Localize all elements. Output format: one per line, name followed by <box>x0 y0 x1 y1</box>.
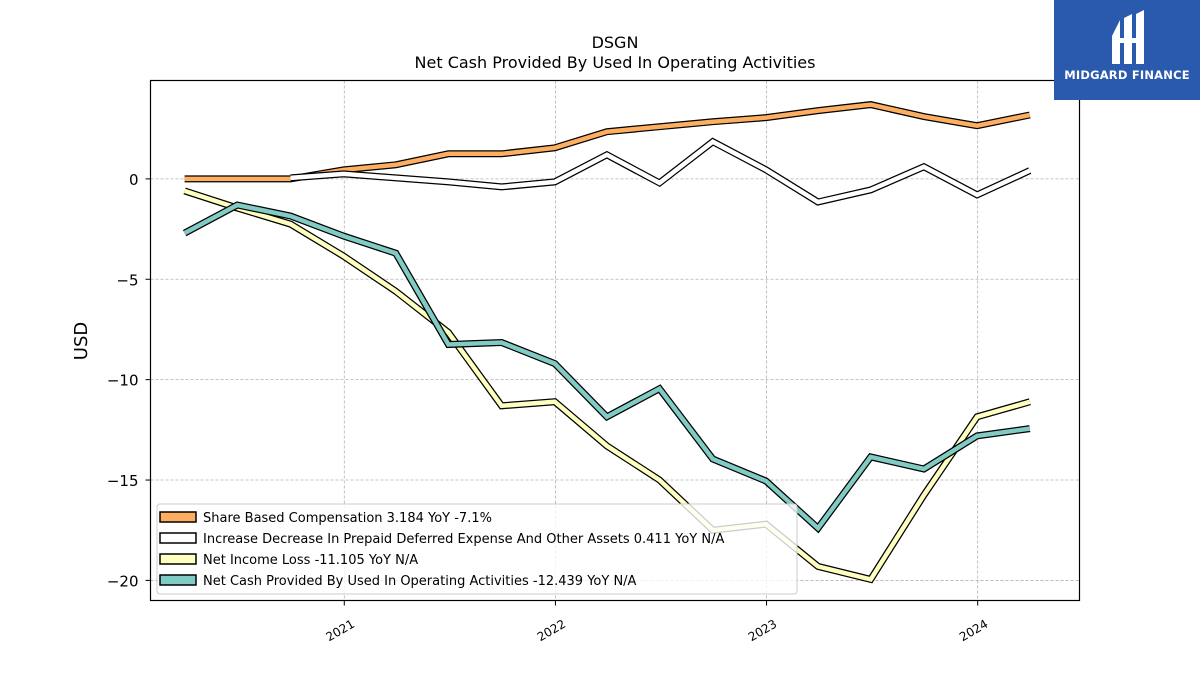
x-tick-label: 2022 <box>535 617 568 644</box>
legend-entry: Net Cash Provided By Used In Operating A… <box>203 574 637 589</box>
legend-entry: Share Based Compensation 3.184 YoY -7.1% <box>203 511 492 526</box>
y-tick-label: 0 <box>129 171 139 189</box>
chart-subtitle: Net Cash Provided By Used In Operating A… <box>415 53 816 72</box>
legend-swatch <box>159 574 197 586</box>
series-line <box>290 139 1031 205</box>
brand-logo: MIDGARD FINANCE <box>1054 0 1200 100</box>
legend-swatch <box>159 511 197 523</box>
series-line <box>183 202 1031 532</box>
plot-lines <box>182 101 1032 584</box>
x-tick-label: 2021 <box>324 617 357 644</box>
x-tick-label: 2023 <box>746 617 779 644</box>
y-tick-label: −15 <box>107 472 139 490</box>
legend: Share Based Compensation 3.184 YoY -7.1%… <box>156 503 798 595</box>
plot-frame <box>149 79 1081 602</box>
legend-entry: Increase Decrease In Prepaid Deferred Ex… <box>203 532 724 547</box>
y-tick-label: −5 <box>116 271 138 289</box>
y-axis-label: USD <box>71 322 92 360</box>
legend-box <box>156 503 798 595</box>
brand-name: MIDGARD FINANCE <box>1064 68 1190 82</box>
midgard-logo-mark-icon <box>1112 10 1144 64</box>
series-line <box>183 188 1031 582</box>
y-tick-label: −20 <box>107 572 139 590</box>
series-line <box>184 102 1031 182</box>
legend-swatch <box>159 532 197 544</box>
legend-swatch <box>159 553 197 565</box>
x-tick-label: 2024 <box>957 617 990 644</box>
y-tick-label: −10 <box>107 372 139 390</box>
legend-entry: Net Income Loss -11.105 YoY N/A <box>203 553 418 568</box>
series-outline <box>290 137 1032 206</box>
chart-title: DSGN <box>592 33 639 52</box>
series-outline <box>184 101 1031 183</box>
